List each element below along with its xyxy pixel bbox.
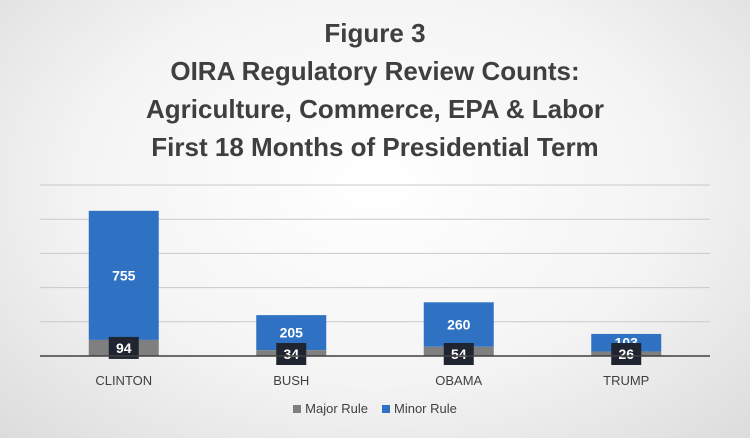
data-label-major: 94: [116, 340, 132, 356]
legend-label-major: Major Rule: [305, 401, 368, 416]
legend-item-major: Major Rule: [293, 401, 368, 416]
legend: Major Rule Minor Rule: [0, 401, 750, 416]
category-label: TRUMP: [603, 373, 649, 388]
chart-title: Figure 3 OIRA Regulatory Review Counts: …: [0, 14, 750, 166]
legend-item-minor: Minor Rule: [382, 401, 457, 416]
bar-minor-rule: [88, 210, 159, 340]
legend-label-minor: Minor Rule: [394, 401, 457, 416]
data-label-box-major: [108, 336, 139, 359]
data-label-major: 34: [283, 346, 299, 362]
title-line-2: OIRA Regulatory Review Counts:: [170, 56, 580, 86]
data-label-minor: 755: [112, 267, 136, 283]
legend-swatch-major: [293, 404, 302, 413]
title-line-3: Agriculture, Commerce, EPA & Labor: [146, 94, 604, 124]
bar-minor-rule: [591, 333, 662, 352]
title-line-1: Figure 3: [324, 18, 426, 48]
data-label-box-major: [443, 343, 474, 365]
data-label-minor: 205: [280, 325, 304, 341]
category-label: BUSH: [273, 373, 309, 388]
data-label-major: 26: [618, 346, 634, 362]
title-line-4: First 18 Months of Presidential Term: [151, 132, 599, 162]
category-label: OBAMA: [435, 373, 482, 388]
data-label-minor: 260: [447, 317, 471, 333]
bar-minor-rule: [423, 302, 494, 347]
data-label-major: 54: [451, 346, 467, 362]
data-label-box-major: [611, 343, 642, 365]
data-label-box-major: [276, 343, 307, 365]
category-label: CLINTON: [95, 373, 152, 388]
legend-swatch-minor: [382, 404, 390, 413]
